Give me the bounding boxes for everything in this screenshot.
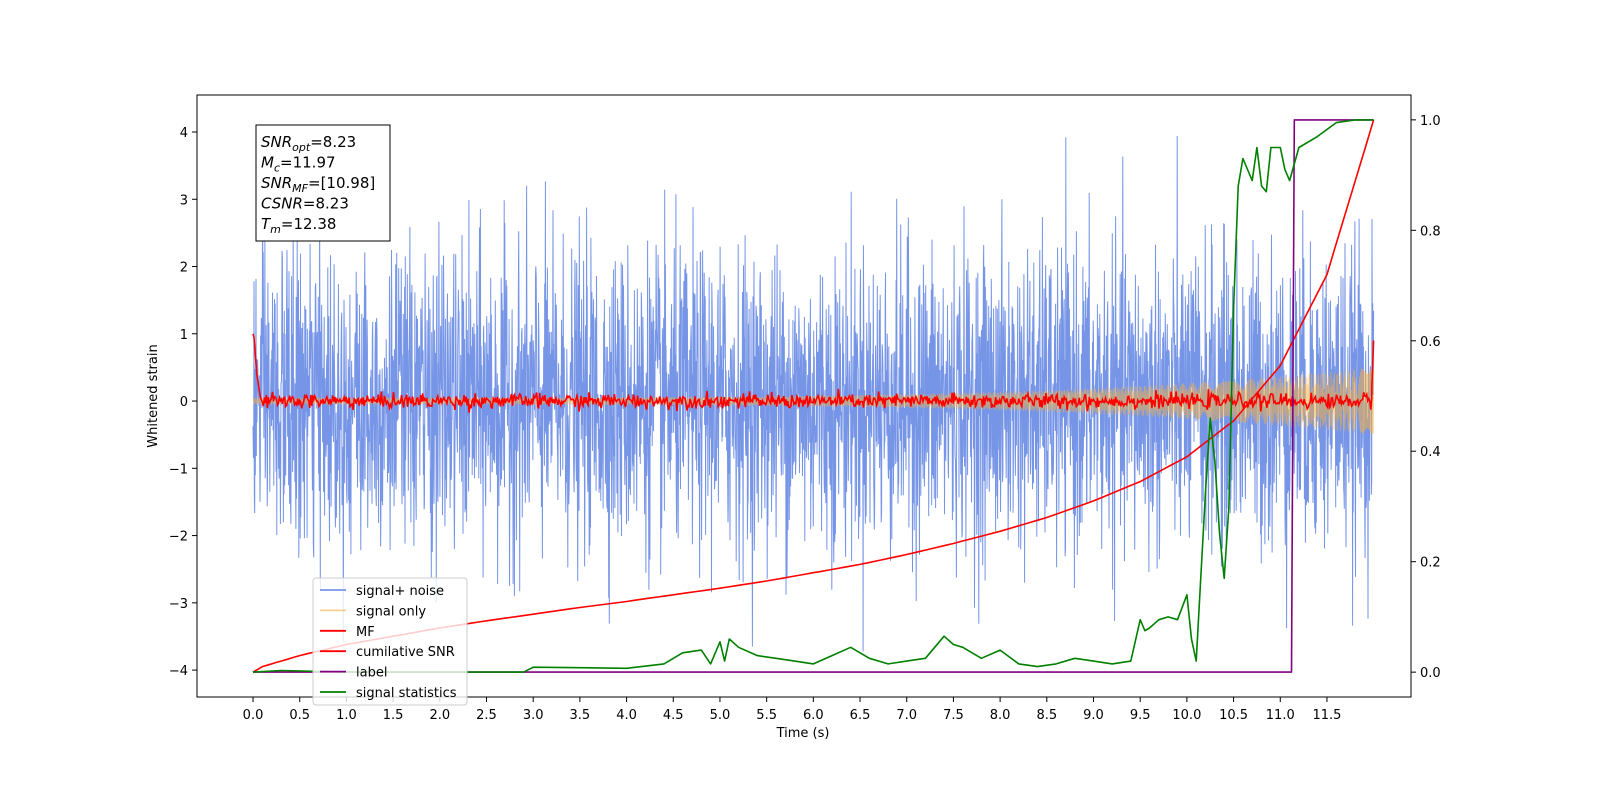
legend-label-cumilative-snr: cumilative SNR	[356, 645, 455, 660]
y-tick-label: −3	[169, 597, 188, 612]
x-tick-label: 9.0	[1083, 708, 1104, 723]
x-tick-label: 2.0	[429, 708, 450, 723]
x-tick-label: 10.5	[1219, 708, 1248, 723]
y2-tick-label: 0.4	[1420, 445, 1441, 460]
x-tick-label: 3.5	[570, 708, 591, 723]
legend-label-signal-only: signal only	[356, 604, 426, 619]
y-tick-label: 3	[180, 193, 188, 208]
series-label	[253, 119, 1374, 673]
stats-line: Tm=12.38	[261, 215, 336, 236]
y-tick-label: 2	[180, 261, 188, 276]
y2-tick-label: 0.2	[1420, 556, 1441, 571]
plot-frame	[196, 94, 1412, 698]
stats-line: Mc=11.97	[261, 154, 336, 175]
x-tick-label: 6.5	[850, 708, 871, 723]
x-tick-label: 11.0	[1266, 708, 1295, 723]
x-tick-label: 1.5	[383, 708, 404, 723]
x-tick-label: 6.0	[803, 708, 824, 723]
x-tick-label: 8.0	[990, 708, 1011, 723]
legend-label-signal-noise: signal+ noise	[356, 584, 444, 599]
series-signal-noise	[252, 135, 1375, 652]
y-axis-right: 0.0 0.2 0.4 0.6 0.8 1.0	[1411, 114, 1441, 681]
legend-box	[312, 577, 468, 706]
stats-line: SNRopt=8.23	[261, 133, 356, 154]
x-tick-label: 1.0	[336, 708, 357, 723]
x-tick-label: 4.5	[663, 708, 684, 723]
y-tick-label: −1	[169, 462, 188, 477]
x-axis: 0.0 0.5 1.0 1.5 2.0 2.5 3.0 3.5 4.0 4.5 5.0 5.5 6.0 6…	[243, 697, 1341, 723]
x-tick-label: 7.0	[896, 708, 917, 723]
stats-line: SNRMF=[10.98]	[261, 174, 375, 195]
y-tick-label: 1	[180, 328, 188, 343]
y2-tick-label: 1.0	[1420, 114, 1441, 129]
series-mf	[252, 333, 1375, 413]
x-tick-label: 10.0	[1172, 708, 1201, 723]
x-tick-label: 4.0	[616, 708, 637, 723]
x-tick-label: 0.5	[289, 708, 310, 723]
stats-text: SNRopt=8.23 Mc=11.97 SNRMF=[10.98] CSNR=8.2…	[261, 133, 375, 236]
stats-box	[255, 124, 391, 242]
x-tick-label: 2.5	[476, 708, 497, 723]
y-tick-label: −4	[169, 664, 188, 679]
x-tick-label: 0.0	[243, 708, 264, 723]
y-tick-label: 0	[180, 395, 188, 410]
legend: signal+ noise signal only MF cumilative SNR…	[312, 577, 468, 706]
y2-tick-label: 0.6	[1420, 335, 1441, 350]
series-signal-statistics	[252, 119, 1374, 673]
y-axis-left: −4 −3 −2 −1 0 1 2 3 4	[169, 126, 197, 679]
y2-tick-label: 0.0	[1420, 666, 1441, 681]
y-tick-label: 4	[180, 126, 188, 141]
stats-annotation: SNRopt=8.23 Mc=11.97 SNRMF=[10.98] CSNR=8.2…	[255, 124, 391, 242]
y-axis-label: Whitened strain	[146, 344, 161, 447]
x-tick-label: 11.5	[1312, 708, 1341, 723]
x-tick-label: 8.5	[1036, 708, 1057, 723]
x-tick-label: 5.0	[710, 708, 731, 723]
x-tick-label: 9.5	[1130, 708, 1151, 723]
legend-label-mf: MF	[356, 625, 375, 640]
x-tick-label: 7.5	[943, 708, 964, 723]
y-tick-label: −2	[169, 530, 188, 545]
stats-line: CSNR=8.23	[261, 195, 349, 213]
x-axis-label: Time (s)	[776, 726, 830, 741]
legend-label-label: label	[356, 666, 387, 681]
legend-label-signal-statistics: signal statistics	[356, 686, 457, 701]
y2-tick-label: 0.8	[1420, 224, 1441, 239]
x-tick-label: 3.0	[523, 708, 544, 723]
x-tick-label: 5.5	[756, 708, 777, 723]
